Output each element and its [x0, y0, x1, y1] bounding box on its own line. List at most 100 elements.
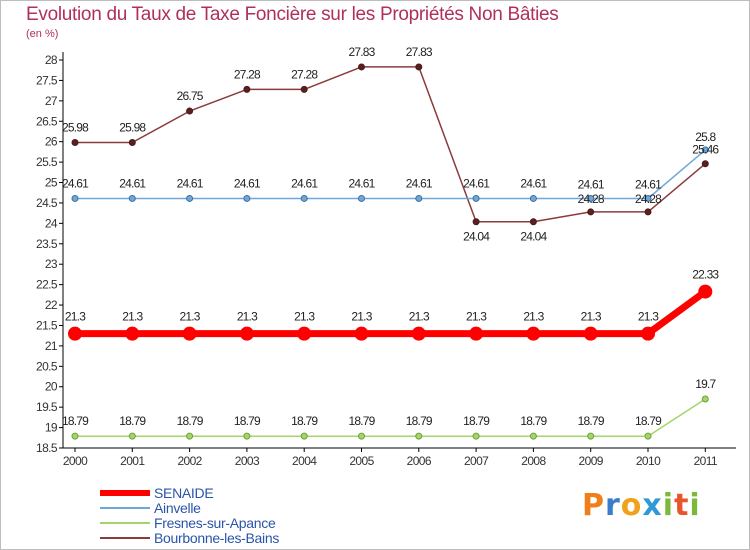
data-point [186, 107, 194, 115]
series-line [75, 398, 706, 437]
data-point [469, 326, 484, 341]
data-point [472, 194, 480, 202]
x-tick-label: 2006 [407, 454, 432, 468]
data-point [701, 395, 709, 403]
series-line [75, 66, 706, 223]
legend-swatch [100, 507, 150, 509]
data-label: 24.61 [635, 177, 662, 191]
data-label: 21.3 [122, 310, 143, 324]
data-label: 24.61 [348, 176, 375, 190]
data-label: 27.28 [291, 67, 318, 81]
data-label: 18.79 [62, 414, 89, 428]
data-label: 18.79 [119, 414, 146, 428]
data-point [239, 326, 254, 341]
x-tick-label: 2011 [694, 454, 718, 468]
data-point [587, 194, 595, 202]
data-label: 21.3 [523, 310, 544, 324]
data-point [71, 432, 79, 440]
data-point [526, 326, 541, 341]
y-tick-label: 26 [45, 135, 58, 149]
y-tick-label: 28 [45, 53, 58, 67]
data-point [243, 85, 251, 93]
data-point [358, 63, 365, 71]
data-label: 25.46 [692, 143, 719, 157]
data-label: 24.61 [177, 176, 204, 190]
data-point [128, 194, 136, 202]
data-point [587, 432, 595, 440]
data-point [415, 63, 423, 71]
data-label: 18.79 [234, 414, 261, 428]
data-point [701, 160, 709, 168]
y-tick-label: 19 [45, 421, 58, 435]
legend-item-senaide[interactable]: SENAIDE [100, 485, 360, 501]
x-tick-label: 2001 [120, 454, 145, 468]
legend-label: Fresnes-sur-Apance [154, 515, 276, 531]
data-label: 24.61 [578, 177, 605, 191]
data-label: 21.3 [466, 310, 487, 324]
x-tick-label: 2007 [464, 454, 489, 468]
data-label: 27.83 [406, 45, 433, 59]
logo-letter: i [662, 488, 675, 523]
data-label: 27.28 [234, 67, 261, 81]
y-tick-label: 24.5 [36, 196, 58, 210]
data-point [698, 284, 713, 299]
series-line [75, 149, 706, 200]
data-label: 21.3 [409, 310, 430, 324]
data-label: 18.79 [406, 414, 433, 428]
chart-title: Evolution du Taux de Taxe Foncière sur l… [26, 4, 559, 25]
legend-item-bourbonne[interactable]: Bourbonne-les-Bains [100, 530, 360, 546]
y-tick-label: 22.5 [36, 278, 58, 292]
y-tick-label: 25.5 [36, 155, 58, 169]
data-point [529, 432, 537, 440]
data-point [243, 194, 251, 202]
data-point [300, 85, 308, 93]
data-label: 18.79 [177, 414, 204, 428]
data-point [300, 432, 308, 440]
data-point [300, 194, 308, 202]
legend-item-fresnes[interactable]: Fresnes-sur-Apance [100, 515, 360, 531]
y-tick-label: 22 [45, 298, 58, 312]
data-label: 19.7 [695, 377, 716, 391]
data-point [358, 194, 365, 202]
data-label: 25.98 [119, 121, 146, 135]
x-tick-label: 2002 [177, 454, 202, 468]
y-tick-label: 23.5 [36, 237, 58, 251]
data-label: 21.3 [237, 310, 258, 324]
data-point [472, 218, 480, 226]
legend-label: Bourbonne-les-Bains [154, 530, 280, 546]
data-label: 18.79 [291, 414, 318, 428]
data-label: 24.04 [463, 230, 490, 244]
y-tick-label: 26.5 [36, 114, 58, 128]
x-tick-label: 2008 [521, 454, 546, 468]
data-point [71, 139, 79, 147]
data-label: 25.8 [695, 130, 716, 144]
data-label: 24.61 [520, 176, 547, 190]
data-label: 21.3 [351, 310, 372, 324]
y-tick-label: 23 [45, 257, 58, 271]
logo-letter: t [674, 488, 690, 523]
y-tick-label: 20 [45, 380, 58, 394]
y-tick-label: 25 [45, 176, 58, 190]
data-point [644, 208, 652, 216]
legend-item-ainvelle[interactable]: Ainvelle [100, 500, 360, 516]
data-label: 26.75 [177, 89, 204, 103]
data-label: 24.61 [463, 176, 490, 190]
data-label: 24.61 [406, 176, 433, 190]
data-point [529, 194, 537, 202]
data-point [529, 218, 537, 226]
data-point [701, 146, 709, 154]
data-label: 18.79 [348, 414, 375, 428]
data-point [128, 432, 136, 440]
data-label: 21.3 [65, 310, 86, 324]
unit-label: (en %) [26, 28, 59, 40]
data-point [71, 194, 79, 202]
proxiti-logo: Proxiti [582, 488, 701, 523]
logo-letter: P [582, 488, 605, 523]
data-label: 21.3 [638, 310, 659, 324]
data-point [415, 432, 423, 440]
data-point [583, 326, 598, 341]
data-point [415, 194, 423, 202]
y-tick-label: 20.5 [36, 359, 58, 373]
